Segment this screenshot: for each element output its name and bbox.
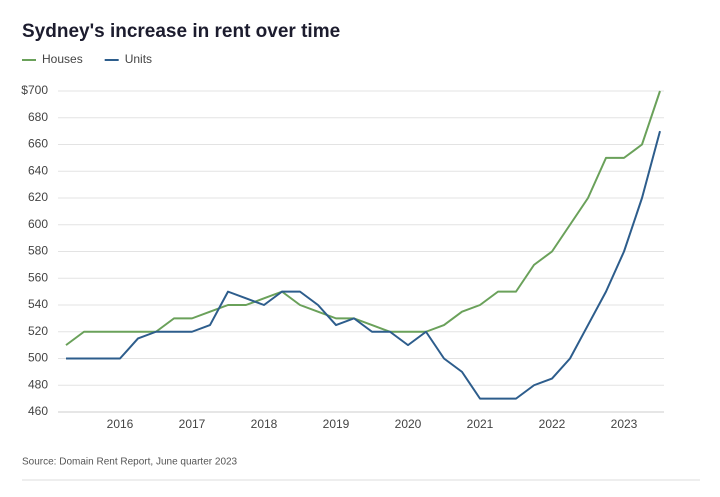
series-line [65,90,661,346]
x-tick-label: 2017 [179,417,206,431]
x-tick-label: 2018 [251,417,278,431]
y-tick-label: 680 [28,110,48,124]
y-tick-label: $700 [21,83,48,97]
y-tick-label: 640 [28,163,48,177]
y-tick-label: 500 [28,351,48,365]
y-tick-label: 560 [28,270,48,284]
x-tick-label: 2021 [467,417,494,431]
y-tick-label: 540 [28,297,48,311]
y-tick-label: 620 [28,190,48,204]
series-line [66,130,661,400]
chart-title: Sydney's increase in rent over time [22,21,340,42]
y-tick-label: 520 [28,324,48,338]
x-tick-label: 2023 [611,417,638,431]
y-tick-label: 600 [28,217,48,231]
legend-label: Units [125,52,152,66]
x-tick-label: 2019 [323,417,350,431]
y-tick-label: 580 [28,244,48,258]
x-tick-label: 2016 [107,417,134,431]
x-tick-label: 2022 [539,417,566,431]
x-tick-label: 2020 [395,417,422,431]
legend-label: Houses [42,52,83,66]
y-tick-label: 480 [28,377,48,391]
y-tick-label: 660 [28,137,48,151]
source-note: Source: Domain Rent Report, June quarter… [22,457,238,468]
y-tick-label: 460 [28,404,48,418]
